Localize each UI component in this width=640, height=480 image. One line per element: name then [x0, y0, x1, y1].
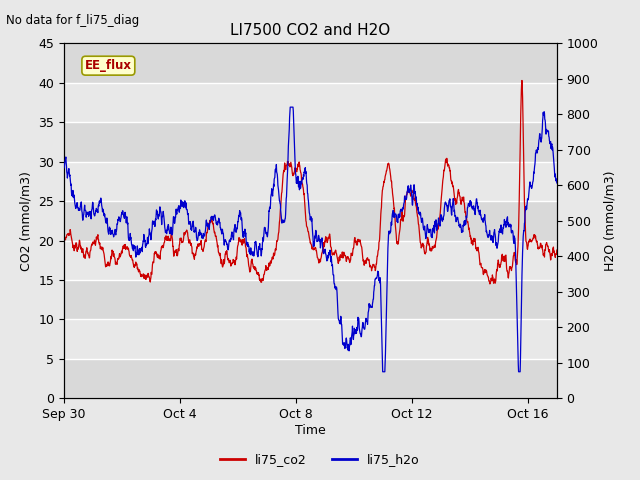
Bar [64, 359, 557, 398]
X-axis label: Time: Time [295, 424, 326, 437]
Legend: li75_co2, li75_h2o: li75_co2, li75_h2o [215, 448, 425, 471]
Y-axis label: H2O (mmol/m3): H2O (mmol/m3) [604, 170, 617, 271]
Text: No data for f_li75_diag: No data for f_li75_diag [6, 14, 140, 27]
Bar [64, 122, 557, 162]
Title: LI7500 CO2 and H2O: LI7500 CO2 and H2O [230, 23, 390, 38]
Bar [64, 201, 557, 240]
Text: EE_flux: EE_flux [85, 59, 132, 72]
Bar [64, 280, 557, 320]
Y-axis label: CO2 (mmol/m3): CO2 (mmol/m3) [20, 171, 33, 271]
Bar [64, 43, 557, 83]
